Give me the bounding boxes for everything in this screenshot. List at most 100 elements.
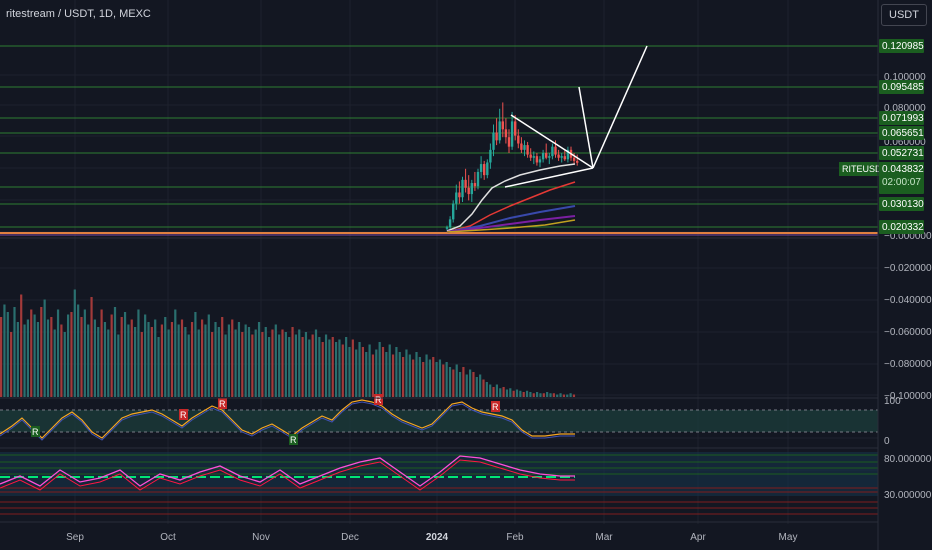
volume-bar	[67, 314, 70, 397]
rsi-marker-tag	[374, 394, 383, 405]
volume-bar	[462, 367, 465, 397]
time-axis-tick: Feb	[506, 532, 524, 543]
volume-bar	[566, 394, 569, 397]
stoch-k-line	[0, 455, 575, 487]
volume-bar	[204, 324, 207, 397]
volume-bar	[63, 332, 66, 397]
volume-bar	[281, 329, 284, 397]
volume-bar	[338, 339, 341, 397]
volume-bar	[120, 317, 123, 397]
volume-bar	[284, 332, 287, 397]
candle-body	[476, 171, 480, 187]
candle-body	[452, 203, 455, 220]
volume-bar	[368, 344, 371, 397]
volume-bar	[291, 327, 294, 397]
time-axis-tick: Nov	[252, 532, 270, 543]
price-axis-tick: 0.100000	[884, 72, 926, 83]
volume-bar	[137, 309, 140, 397]
volume-bar	[227, 324, 230, 397]
volume-bar	[335, 342, 338, 397]
volume-bar	[30, 309, 33, 397]
candle-body	[572, 157, 576, 161]
level-price-tag	[879, 220, 924, 234]
volume-bar	[201, 319, 204, 397]
rsi-marker-label: R	[290, 435, 297, 445]
volume-bar	[0, 317, 3, 397]
volume-bar	[482, 379, 485, 397]
volume-bar	[391, 354, 395, 397]
volume-bar	[36, 322, 40, 397]
volume-bar	[237, 322, 241, 397]
volume-bar	[160, 324, 163, 397]
volume-bar	[529, 392, 532, 397]
projection-line-1	[578, 86, 594, 169]
volume-bar	[324, 334, 328, 397]
level-price-tag	[879, 126, 924, 140]
volume-bar	[87, 324, 90, 397]
volume-bar	[147, 322, 150, 397]
volume-bar	[264, 327, 267, 397]
volume-bar	[485, 382, 488, 397]
volume-bar	[559, 393, 562, 397]
volume-bar	[217, 327, 220, 397]
volume-bar	[33, 314, 36, 397]
rsi-line	[0, 399, 575, 439]
candle-body	[448, 219, 452, 228]
volume-bar	[405, 349, 408, 397]
candle-body	[470, 183, 473, 195]
rsi-marker-tag	[491, 401, 500, 412]
volume-bar	[117, 334, 120, 397]
volume-bar	[288, 337, 291, 397]
volume-bar	[475, 377, 478, 397]
volume-bar	[110, 314, 113, 397]
volume-bar	[321, 342, 324, 397]
volume-bar	[505, 389, 509, 397]
candle-body	[576, 160, 579, 163]
volume-bar	[562, 394, 565, 397]
candle-body	[554, 146, 557, 155]
candle-body	[501, 121, 504, 130]
volume-bar	[351, 339, 354, 397]
volume-bar	[150, 327, 153, 397]
volume-bar	[73, 289, 76, 397]
time-axis-tick: Mar	[595, 532, 613, 543]
volume-bar	[318, 337, 321, 397]
volume-bar	[13, 307, 16, 397]
volume-bar	[278, 334, 281, 397]
volume-bar	[428, 359, 431, 397]
candle-body	[504, 129, 508, 138]
candle-body	[545, 153, 548, 158]
volume-bar	[311, 334, 314, 397]
volume-bar	[519, 390, 522, 397]
candle-body	[489, 149, 492, 163]
volume-bar	[552, 393, 555, 397]
volume-bar	[358, 342, 361, 397]
volume-bar	[532, 393, 535, 397]
rsi-marker-tag	[31, 426, 40, 437]
volume-bar	[244, 324, 247, 397]
volume-bar	[194, 312, 197, 397]
time-axis-tick: Apr	[690, 532, 706, 543]
volume-bar	[331, 337, 334, 397]
volume-bar	[301, 337, 304, 397]
time-axis-tick: Sep	[66, 532, 84, 543]
candle-body	[467, 187, 470, 195]
candle-body	[498, 121, 501, 141]
volume-bar	[355, 349, 358, 397]
rsi-axis-tick: 0	[884, 436, 890, 447]
time-axis-tick: May	[779, 532, 798, 543]
candle-body	[495, 132, 498, 141]
volume-bar	[489, 384, 492, 397]
volume-bar	[60, 324, 63, 397]
rsi-marker-label: R	[492, 402, 499, 412]
price-axis-tick: −0.040000	[884, 295, 932, 306]
ma-white-line	[446, 163, 576, 232]
volume-bar	[43, 299, 46, 397]
currency-button[interactable]: USDT	[881, 4, 927, 26]
rsi-marker-tag	[218, 398, 227, 409]
volume-bar	[415, 352, 418, 397]
triangle-lower-line	[504, 167, 594, 188]
volume-bar	[515, 389, 519, 397]
level-price-label: 0.071993	[882, 113, 924, 124]
